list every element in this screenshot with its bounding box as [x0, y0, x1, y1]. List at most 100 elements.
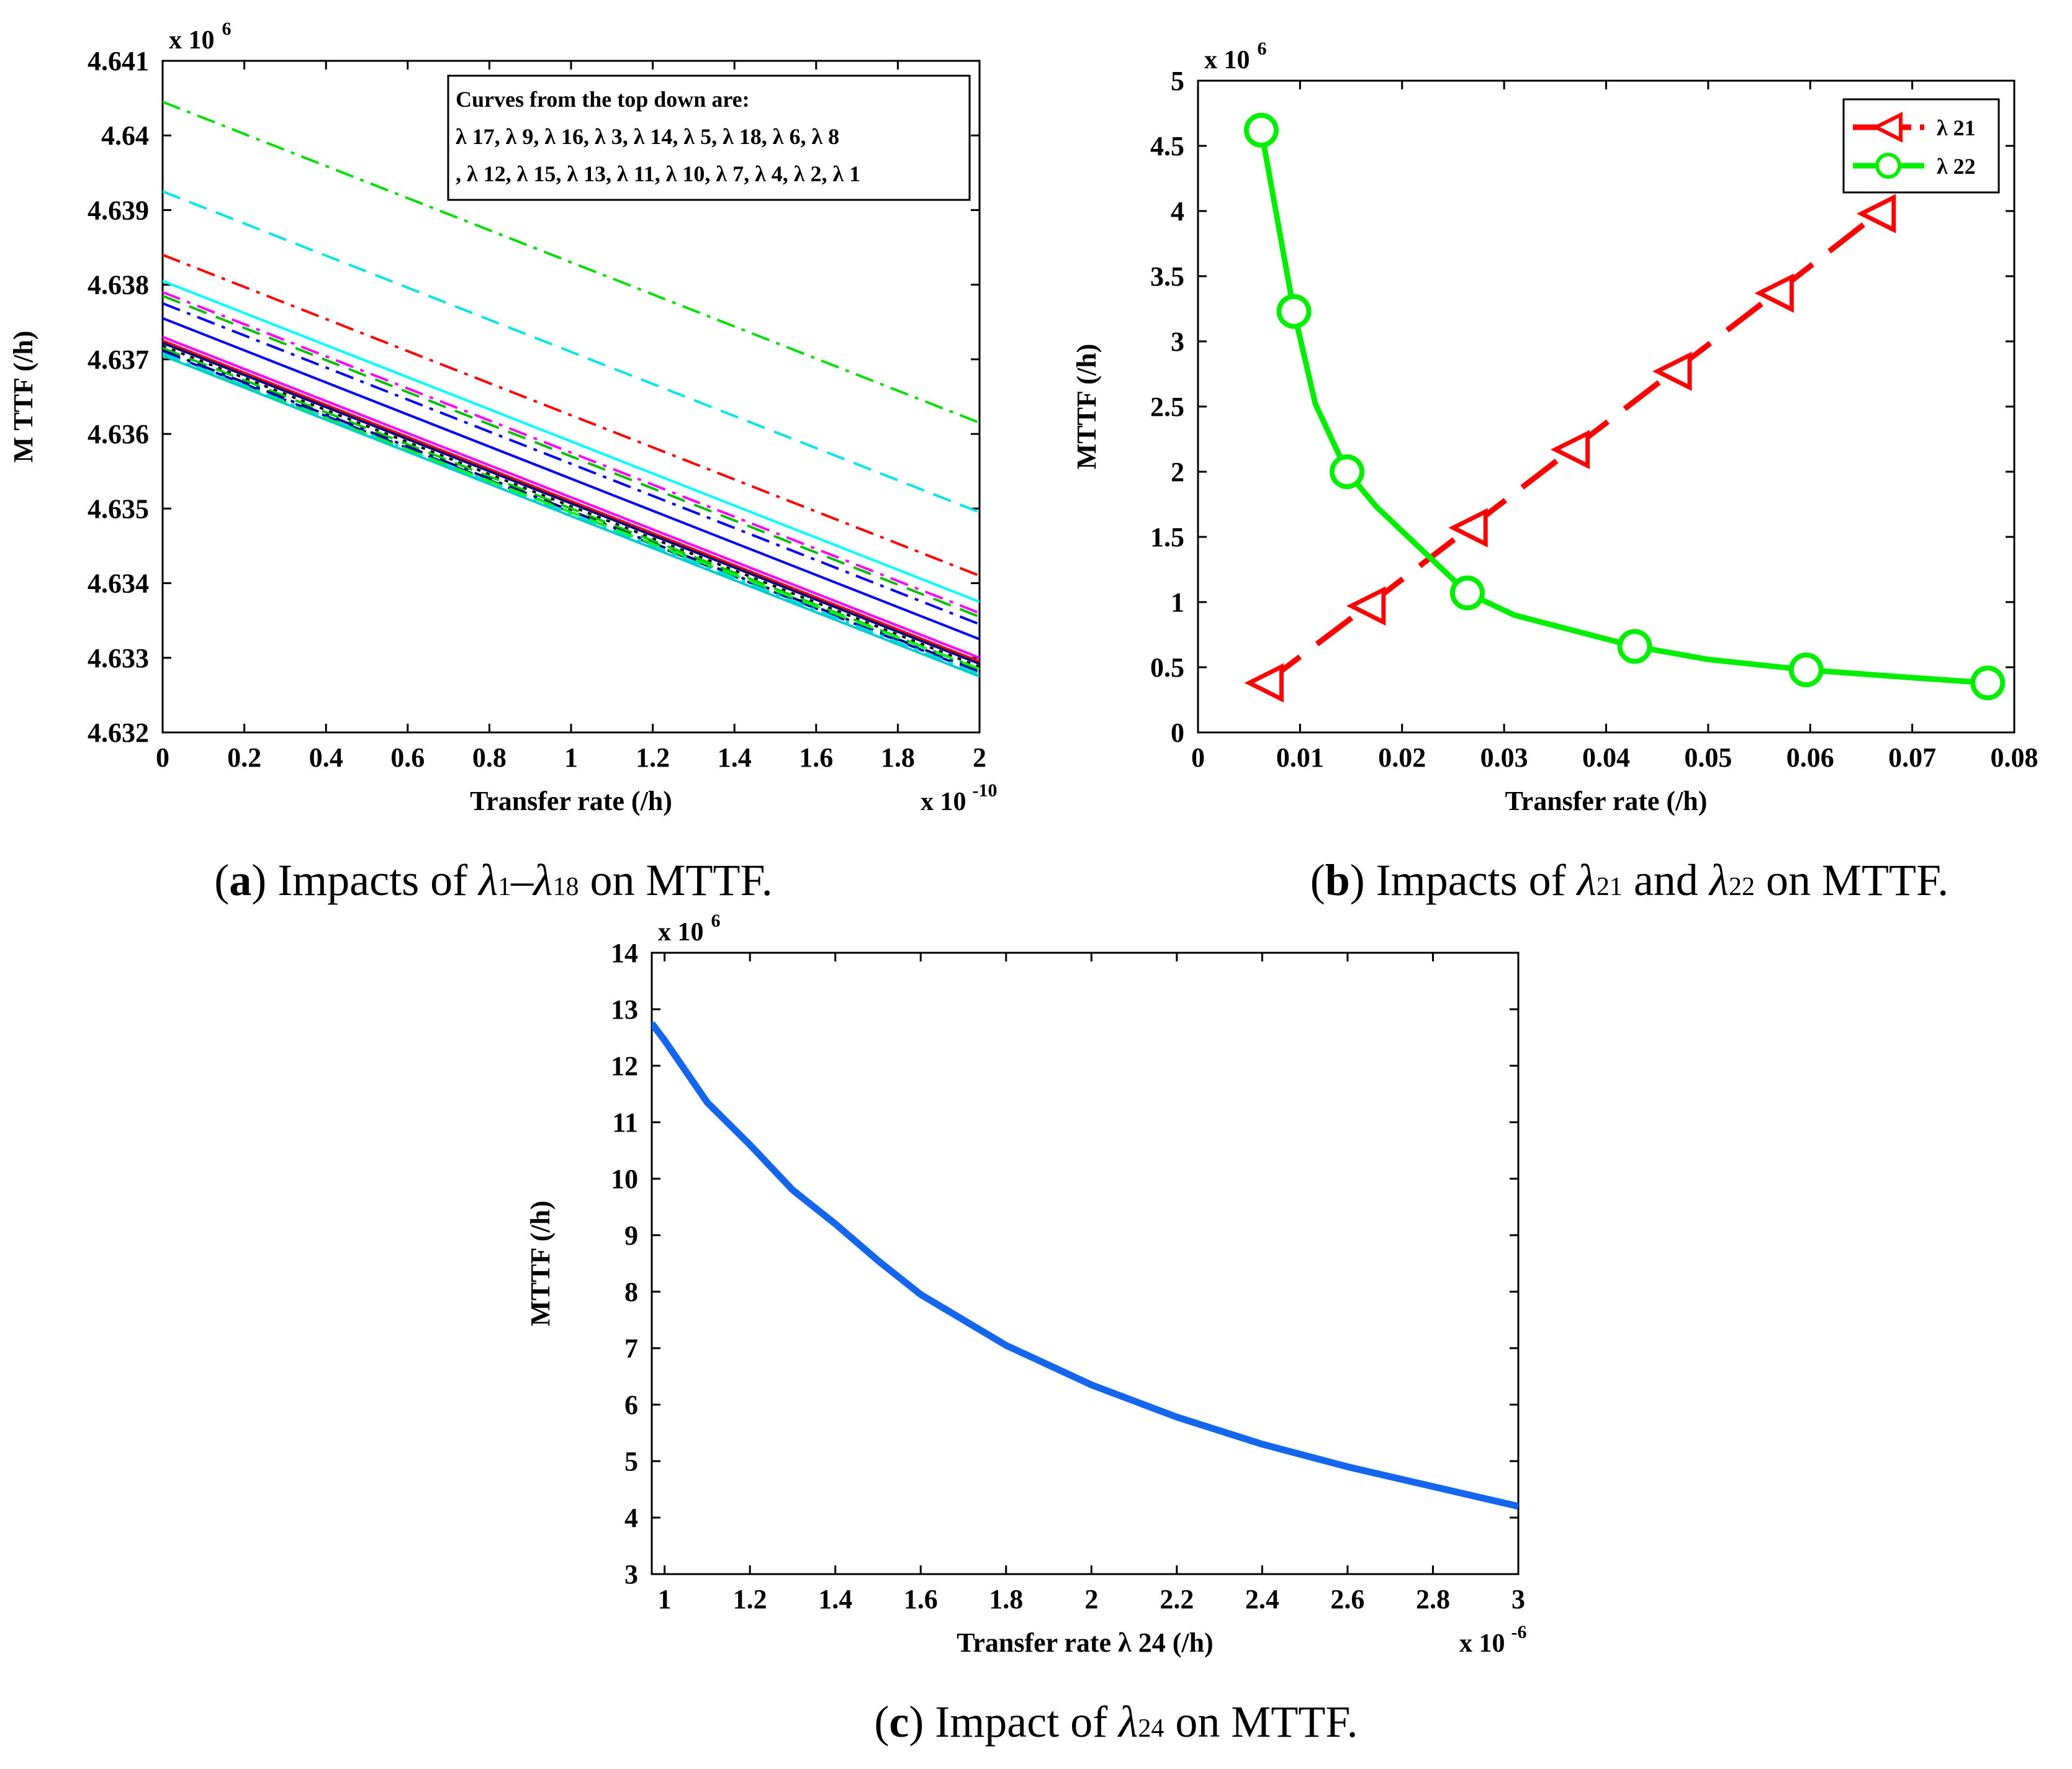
series-line-curve15	[163, 352, 980, 676]
x-tick-label: 2.4	[1245, 1584, 1279, 1614]
y-tick-label: 3	[1171, 326, 1184, 357]
data-point-circle	[1276, 294, 1312, 329]
legend-marker-circle	[1875, 153, 1901, 179]
y-tick-label: 0.5	[1150, 652, 1184, 683]
x-tick-label: 0	[1191, 742, 1205, 773]
y-tick-label: 14	[611, 938, 638, 968]
x-tick-label: 3	[1511, 1584, 1525, 1614]
y-multiplier: x 10 6	[169, 19, 232, 55]
plot-frame	[651, 952, 1520, 1575]
legend-marker-triangle	[1872, 112, 1903, 143]
y-tick-label: 2	[1171, 457, 1184, 487]
legend-label: λ 22	[1937, 154, 1976, 179]
x-multiplier: x 10 -6	[1459, 1622, 1527, 1658]
y-multiplier: x 10 6	[1204, 38, 1267, 74]
y-tick-label: 4.5	[1150, 131, 1184, 161]
series-group	[652, 1021, 1518, 1510]
series-line-curve5	[163, 294, 980, 618]
x-tick-label: 0.07	[1888, 742, 1936, 773]
y-axis-label: MTTF (/h)	[525, 1200, 556, 1326]
series-line-MTTF	[652, 1021, 1518, 1510]
caption-c: (c) Impact of λ24 on MTTF.	[874, 1697, 1358, 1747]
legend-box	[1842, 98, 2000, 194]
data-point-circle	[1788, 652, 1824, 688]
x-tick-label: 2.6	[1330, 1584, 1364, 1614]
series-line-curve17	[163, 354, 980, 678]
x-tick-label: 1.4	[718, 742, 752, 773]
y-tick-label: 3	[624, 1559, 638, 1590]
y-tick-label: 6	[624, 1390, 638, 1420]
data-point-triangle	[1448, 508, 1488, 547]
x-axis-label: Transfer rate (/h)	[470, 786, 672, 816]
y-tick-label: 13	[611, 994, 638, 1025]
data-point-circle	[1329, 454, 1364, 489]
chart-a: 0 0.2 0.4 0.6 0.8 1 1.2 1.4 1.6 1.8 2 4.632 4.633 4.6…	[8, 19, 998, 905]
caption-b: (b) Impacts of λ21 and λ22 on MTTF.	[1310, 855, 1949, 905]
x-tick-label: 0.01	[1276, 742, 1324, 773]
x-tick-label: 0.08	[1991, 742, 2038, 773]
x-tick-label: 1.6	[799, 742, 833, 773]
data-point-circle	[1617, 629, 1652, 664]
y-tick-label: 8	[624, 1277, 638, 1307]
data-point-triangle	[1346, 586, 1386, 626]
y-tick-label: 4.632	[88, 718, 149, 748]
x-tick-label: 0.6	[390, 742, 425, 773]
series-line-curve8	[163, 335, 980, 659]
chart-b: 0 0.01 0.02 0.03 0.04 0.05 0.06 0.07 0.08 0 0.5 1 1.…	[1071, 38, 2038, 905]
y-tick-label: 1	[1171, 587, 1184, 618]
series-line-curve3	[163, 279, 980, 603]
x-tick-label: 1	[564, 742, 578, 773]
y-tick-label: 11	[612, 1107, 638, 1138]
y-tick-label: 4.639	[88, 195, 149, 225]
series-line-λ22	[1258, 130, 1988, 686]
legend-label: λ 21	[1937, 115, 1976, 140]
y-tick-label: 0	[1171, 718, 1184, 748]
x-tick-label: 0.03	[1480, 742, 1528, 773]
series-line-curve1	[163, 190, 980, 514]
series-line-curve13	[163, 349, 980, 673]
caption-a: (a) Impacts of λ1–λ18 on MTTF.	[214, 855, 773, 905]
y-tick-label: 4.633	[88, 643, 149, 673]
data-point-triangle	[1244, 663, 1284, 703]
x-tick-label: 2	[1084, 1584, 1098, 1614]
y-tick-label: 4	[1171, 196, 1184, 227]
data-point-triangle	[1754, 273, 1794, 313]
data-point-circle	[1449, 575, 1485, 611]
series-line-curve4	[163, 290, 980, 614]
x-tick-label: 0.06	[1786, 742, 1834, 773]
x-axis-label: Transfer rate (/h)	[1505, 786, 1708, 816]
y-tick-label: 4.638	[88, 270, 149, 300]
x-tick-label: 0	[156, 742, 169, 773]
data-point-circle	[1243, 112, 1279, 148]
y-tick-label: 5	[624, 1446, 638, 1477]
x-tick-label: 1.2	[636, 742, 670, 773]
data-point-circle	[1970, 665, 2006, 701]
annotation-line: λ 17, λ 9, λ 16, λ 3, λ 14, λ 5, λ 18, λ…	[456, 124, 839, 149]
y-tick-label: 1.5	[1150, 522, 1184, 552]
y-tick-label: 12	[611, 1051, 638, 1081]
data-point-triangle	[1856, 194, 1896, 233]
y-tick-label: 4.634	[88, 569, 149, 599]
series-line-curve11	[163, 344, 980, 668]
x-tick-label: 1.6	[904, 1584, 938, 1614]
y-tick-label: 10	[611, 1164, 638, 1194]
y-multiplier: x 10 6	[658, 911, 721, 947]
annotation-line: Curves from the top down are:	[456, 87, 750, 112]
y-tick-label: 4.635	[88, 493, 149, 524]
x-tick-label: 1.2	[733, 1584, 767, 1614]
x-tick-label: 0.4	[309, 742, 343, 773]
series-line-curve2	[163, 253, 980, 577]
annotation-line: , λ 12, λ 15, λ 13, λ 11, λ 10, λ 7, λ 4…	[456, 161, 860, 186]
y-tick-label: 2.5	[1150, 392, 1184, 422]
series-group	[1258, 130, 1988, 686]
y-tick-label: 3.5	[1150, 261, 1184, 292]
x-tick-label: 0.02	[1378, 742, 1426, 773]
annotation-box	[447, 74, 971, 201]
x-tick-label: 2.2	[1160, 1584, 1194, 1614]
y-tick-label: 9	[624, 1220, 638, 1251]
x-axis-label: Transfer rate λ 24 (/h)	[957, 1627, 1213, 1658]
x-tick-label: 0.05	[1684, 742, 1732, 773]
x-tick-label: 2	[973, 742, 986, 773]
y-axis-label: M TTF (/h)	[8, 331, 38, 463]
